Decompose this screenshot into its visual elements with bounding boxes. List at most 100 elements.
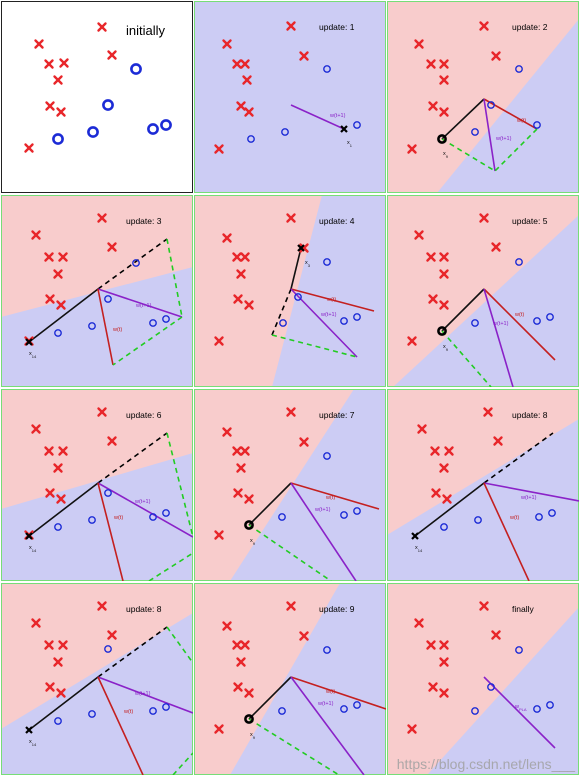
- cross-point: [426, 640, 436, 650]
- circle-point: [353, 313, 361, 321]
- cross-point: [233, 682, 243, 692]
- panel-svg: w(t+1) w(t) x14 update: 8: [387, 389, 579, 581]
- cross-point: [286, 21, 296, 31]
- cross-point: [414, 230, 424, 240]
- cross-point: [58, 640, 68, 650]
- circle-point: [340, 705, 348, 713]
- w_t-line: [97, 676, 144, 775]
- x_vec-line: [441, 98, 485, 140]
- vector-label: w(t+1): [134, 691, 151, 697]
- cross-point: [439, 269, 449, 279]
- panel-4: w(t+1) w(t) x14 update: 3: [1, 195, 193, 387]
- w_t-line: [483, 482, 530, 581]
- circle-point: [294, 293, 302, 301]
- positive-region: [194, 389, 354, 581]
- cross-point: [45, 101, 55, 111]
- panel-svg: w(t) w(t+1) x9 update: 9: [194, 583, 386, 775]
- w_t-line: [97, 288, 114, 366]
- cross-point: [236, 657, 246, 667]
- circle-point: [340, 511, 348, 519]
- circle-point: [546, 313, 554, 321]
- dash_green-line: [271, 334, 358, 358]
- cross-point: [479, 213, 489, 223]
- circle-point: [88, 710, 96, 718]
- positive-region: [194, 195, 322, 387]
- cross-point: [214, 724, 224, 734]
- circle-point: [104, 295, 112, 303]
- circle-point: [88, 516, 96, 524]
- circle-point: [162, 703, 170, 711]
- panel-border: [1, 1, 193, 193]
- cross-point: [107, 50, 117, 60]
- cross-point: [53, 657, 63, 667]
- cross-point: [97, 407, 107, 417]
- cross-point: [56, 494, 66, 504]
- cross-point: [53, 75, 63, 85]
- cross-point: [214, 144, 224, 154]
- cross-point: [439, 657, 449, 667]
- selected-point-marker: [297, 244, 305, 252]
- panel-title: update: 1: [319, 22, 355, 32]
- vector-label: w(t): [326, 297, 336, 303]
- cross-point: [24, 143, 34, 153]
- panel-title: update: 2: [512, 22, 548, 32]
- panel-svg: w(t) w(t+1) x9 update: 2: [387, 1, 579, 193]
- cross-point: [34, 39, 44, 49]
- cross-point: [56, 300, 66, 310]
- cross-point: [407, 144, 417, 154]
- circle-point: [54, 329, 62, 337]
- x_vec-line: [28, 288, 99, 343]
- panel-title: update: 9: [319, 604, 355, 614]
- panel-title: update: 5: [512, 216, 548, 226]
- cross-point: [214, 336, 224, 346]
- w_t1-line: [290, 288, 358, 358]
- circle-point: [353, 701, 361, 709]
- cross-point: [491, 242, 501, 252]
- cross-point: [483, 407, 493, 417]
- cross-point: [493, 436, 503, 446]
- cross-point: [233, 294, 243, 304]
- w_t1-line: [290, 104, 345, 130]
- circle-point: [440, 523, 448, 531]
- circle-point: [471, 707, 479, 715]
- cross-point: [439, 688, 449, 698]
- w_t-line: [483, 288, 556, 361]
- circle-point: [323, 452, 331, 460]
- circle-point: [515, 65, 523, 73]
- cross-point: [414, 39, 424, 49]
- vector-label: x3: [305, 260, 311, 268]
- vector-label: x9: [443, 151, 449, 159]
- circle-point: [533, 705, 541, 713]
- panel-svg: w(t) w(t+1) x9 update: 5: [387, 195, 579, 387]
- selected-point-marker: [244, 714, 254, 724]
- positive-region: [194, 583, 340, 775]
- cross-point: [439, 75, 449, 85]
- cross-point: [417, 424, 427, 434]
- positive-region: [387, 1, 579, 193]
- x_vec-line: [441, 288, 485, 332]
- cross-point: [59, 58, 69, 68]
- vector-label: x9: [250, 538, 256, 546]
- cross-point: [439, 252, 449, 262]
- cross-point: [222, 233, 232, 243]
- watermark: https://blog.csdn.net/lens___: [396, 756, 575, 772]
- circle-point: [515, 646, 523, 654]
- cross-point: [56, 107, 66, 117]
- cross-point: [491, 51, 501, 61]
- panel-title: update: 4: [319, 216, 355, 226]
- circle-point: [353, 507, 361, 515]
- dash_green-line: [172, 752, 193, 775]
- cross-point: [44, 446, 54, 456]
- circle-point: [130, 63, 142, 75]
- cross-point: [45, 488, 55, 498]
- cross-point: [56, 688, 66, 698]
- panel-border: [194, 195, 386, 387]
- circle-point: [54, 717, 62, 725]
- circle-point: [52, 133, 64, 145]
- cross-point: [407, 336, 417, 346]
- negative-region: [194, 1, 386, 193]
- panel-svg: w(t) w(t+1) x3 update: 4: [194, 195, 386, 387]
- cross-point: [31, 618, 41, 628]
- panel-background: [1, 1, 193, 193]
- cross-point: [97, 601, 107, 611]
